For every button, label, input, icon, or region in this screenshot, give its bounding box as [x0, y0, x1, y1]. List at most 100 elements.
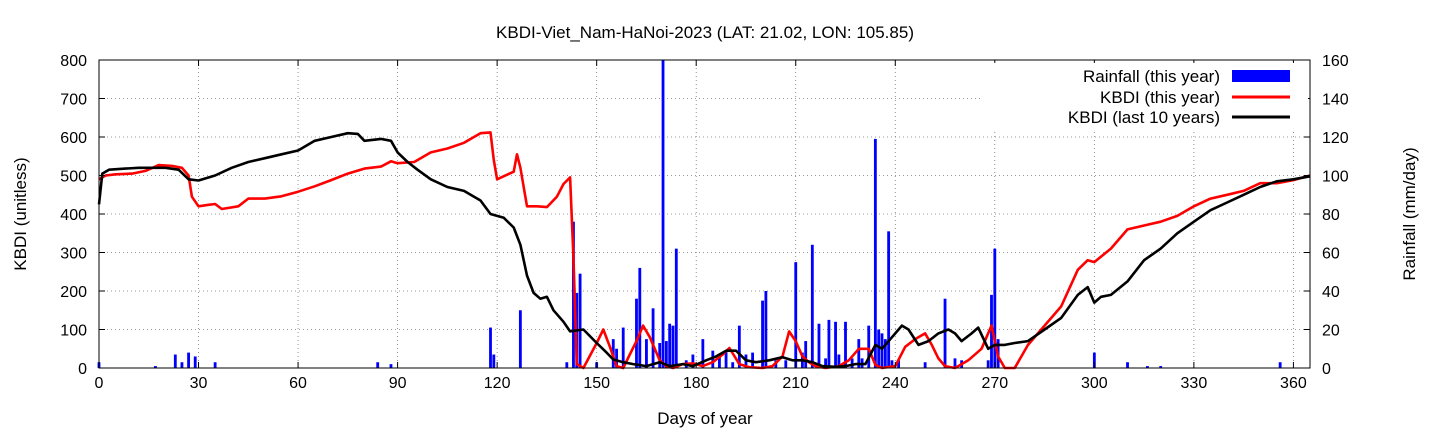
kbdi-this-year-line — [98, 131, 1311, 370]
rainfall-bar — [817, 323, 821, 368]
rainfall-bar — [193, 356, 197, 368]
rainfall-bar — [993, 248, 997, 368]
y-right-tick-label: 120 — [1322, 130, 1349, 147]
legend-label-rainfall: Rainfall (this year) — [1083, 67, 1220, 86]
y-left-tick-label: 100 — [60, 323, 87, 340]
rainfall-bar — [180, 362, 184, 368]
x-tick-label: 150 — [583, 375, 610, 392]
y-right-tick-label: 100 — [1322, 169, 1349, 186]
rainfall-bar — [668, 323, 672, 368]
rainfall-bar — [661, 60, 665, 368]
y-right-tick-label: 80 — [1322, 207, 1340, 224]
legend-label-kbdi-last-10-years: KBDI (last 10 years) — [1068, 108, 1220, 127]
rainfall-bar — [711, 350, 715, 368]
x-tick-label: 0 — [95, 375, 104, 392]
rainfall-bar — [565, 362, 569, 368]
rainfall-bar — [844, 321, 847, 368]
rainfall-bar — [923, 362, 927, 368]
rainfall-bar — [986, 360, 990, 368]
rainfall-bar — [153, 366, 157, 368]
y-left-tick-label: 200 — [60, 284, 87, 301]
y-axis-right-ticks: 0 20 40 60 80 100 120 140 160 — [1304, 53, 1349, 378]
x-tick-label: 300 — [1081, 375, 1108, 392]
legend-swatch-rainfall — [1232, 70, 1290, 82]
rainfall-bar — [638, 267, 642, 368]
rainfall-bar — [824, 358, 828, 368]
x-tick-label: 90 — [389, 375, 407, 392]
rainfall-bar — [389, 364, 393, 368]
rainfall-bar — [953, 358, 957, 368]
rainfall-bar — [761, 300, 764, 368]
rainfall-bar — [877, 329, 881, 368]
y-left-tick-label: 0 — [78, 361, 87, 378]
rainfall-bar — [518, 310, 522, 368]
x-tick-label: 120 — [484, 375, 511, 392]
rainfall-bar — [376, 362, 380, 368]
rainfall-bar — [1126, 362, 1129, 368]
y-left-tick-label: 700 — [60, 92, 87, 109]
rainfall-bar — [674, 248, 678, 368]
legend: Rainfall (this year) KBDI (this year) KB… — [982, 63, 1308, 129]
x-tick-label: 240 — [882, 375, 909, 392]
x-tick-label: 330 — [1181, 375, 1208, 392]
rainfall-bar — [731, 362, 735, 368]
rainfall-bar — [701, 339, 705, 368]
x-tick-label: 30 — [190, 375, 208, 392]
rainfall-bar — [213, 362, 217, 368]
rainfall-bar — [489, 327, 492, 368]
legend-label-kbdi-this-year: KBDI (this year) — [1100, 88, 1220, 107]
rainfall-bar — [943, 298, 947, 368]
rainfall-bar — [883, 339, 887, 368]
y-left-tick-label: 800 — [60, 53, 87, 70]
rainfall-bar — [890, 360, 894, 368]
rainfall-bar — [1159, 366, 1163, 368]
rainfall-bar — [873, 138, 877, 368]
rainfall-bar — [837, 354, 841, 368]
rainfall-bar — [897, 360, 901, 368]
rainfall-bar — [645, 339, 648, 368]
rainfall-bar — [834, 321, 837, 368]
rainfall-bar — [1278, 362, 1282, 368]
rainfall-bar — [880, 333, 884, 368]
y-right-tick-label: 60 — [1322, 246, 1340, 263]
rainfall-bar — [810, 244, 814, 368]
rainfall-bar — [724, 350, 728, 368]
rainfall-bar — [187, 352, 190, 368]
x-axis-label: Days of year — [657, 409, 753, 428]
x-tick-label: 210 — [782, 375, 809, 392]
x-tick-label: 360 — [1280, 375, 1307, 392]
rainfall-bar — [615, 348, 618, 368]
y-right-tick-label: 0 — [1322, 361, 1331, 378]
y-right-tick-label: 160 — [1322, 53, 1349, 70]
x-tick-label: 180 — [683, 375, 710, 392]
rainfall-bar — [1092, 352, 1096, 368]
rainfall-bar — [867, 325, 871, 368]
rainfall-bar — [784, 360, 788, 368]
rainfall-bar — [718, 354, 721, 368]
rainfall-bar — [737, 325, 741, 368]
rainfall-bar — [1146, 366, 1149, 368]
rainfall-bar — [764, 291, 768, 368]
x-tick-label: 60 — [289, 375, 307, 392]
y-axis-left-label: KBDI (unitless) — [11, 157, 30, 270]
rainfall-bar — [887, 231, 891, 368]
chart-title: KBDI-Viet_Nam-HaNoi-2023 (LAT: 21.02, LO… — [496, 23, 914, 42]
rainfall-bar — [827, 319, 831, 368]
y-left-tick-label: 600 — [60, 130, 87, 147]
rainfall-bar — [651, 308, 655, 368]
y-right-tick-label: 40 — [1322, 284, 1340, 301]
y-axis-left-ticks: 0 100 200 300 400 500 600 700 800 — [60, 53, 105, 378]
rainfall-bar — [804, 341, 808, 368]
y-right-tick-label: 140 — [1322, 92, 1349, 109]
y-left-tick-label: 300 — [60, 246, 87, 263]
rainfall-bar — [671, 325, 675, 368]
x-axis-ticks: 0 30 60 90 120 150 180 210 240 270 300 330 360 — [95, 60, 1307, 392]
rainfall-bar — [664, 341, 668, 368]
rainfall-bar — [658, 342, 662, 368]
y-axis-right-label: Rainfall (mm/day) — [1400, 147, 1419, 280]
y-left-tick-label: 400 — [60, 207, 87, 224]
rainfall-bar — [173, 354, 177, 368]
rainfall-bar — [492, 354, 496, 368]
y-right-tick-label: 20 — [1322, 323, 1340, 340]
